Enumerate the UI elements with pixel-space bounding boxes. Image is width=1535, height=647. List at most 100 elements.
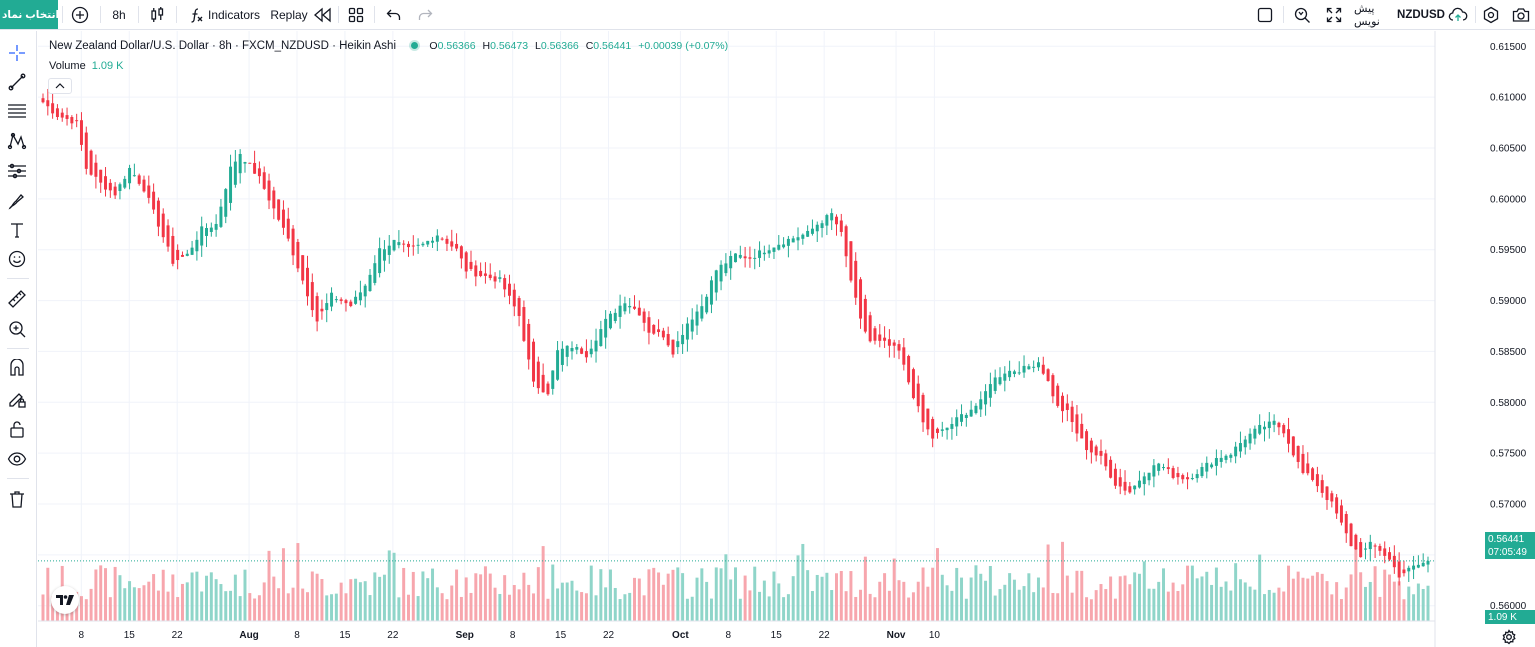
legend-title[interactable]: New Zealand Dollar/U.S. Dollar · 8h · FX… — [49, 40, 397, 52]
pattern-icon[interactable] — [5, 129, 29, 153]
symbol-title[interactable]: NZDUSD — [1397, 8, 1445, 21]
replay-rewind-icon[interactable] — [311, 0, 333, 29]
candle-body — [1008, 370, 1012, 378]
ruler-icon[interactable] — [5, 287, 29, 311]
replay-button[interactable]: Replay — [270, 7, 308, 22]
volume-bar — [253, 598, 257, 621]
snapshot-camera-icon[interactable] — [1510, 0, 1532, 29]
candle-body — [950, 423, 954, 429]
volume-bar — [642, 595, 646, 621]
trend-line-icon[interactable] — [5, 70, 29, 94]
candle-body — [180, 254, 184, 257]
trash-icon[interactable] — [5, 487, 29, 511]
candle-body — [94, 162, 98, 177]
expand-icon[interactable] — [1323, 0, 1345, 29]
undo-icon[interactable] — [383, 0, 405, 29]
collapse-legend-button[interactable] — [48, 78, 72, 94]
quick-search-icon[interactable] — [1291, 0, 1313, 29]
volume-bar — [1157, 581, 1161, 621]
candle-body — [156, 200, 160, 227]
volume-label: Volume — [49, 60, 86, 72]
cloud-upload-icon[interactable] — [1447, 0, 1469, 29]
crosshair-icon[interactable] — [5, 41, 29, 65]
volume-bar — [1089, 599, 1093, 621]
candle-body — [1128, 486, 1132, 493]
candle-body — [459, 246, 463, 259]
emoji-icon[interactable] — [5, 247, 29, 271]
volume-bar — [94, 569, 98, 621]
volume-bar — [1373, 566, 1377, 621]
candle-body — [748, 257, 752, 259]
price-series — [41, 88, 1430, 586]
brush-icon[interactable] — [5, 189, 29, 213]
candle-style-icon[interactable] — [146, 0, 168, 29]
eye-icon[interactable] — [5, 447, 29, 471]
volume-bar — [1263, 594, 1266, 621]
candle-body — [671, 339, 675, 355]
fib-icon[interactable] — [5, 99, 29, 123]
zoom-in-icon[interactable] — [5, 317, 29, 341]
candle-body — [1085, 431, 1089, 451]
candle-body — [1253, 428, 1257, 439]
redo-icon[interactable] — [414, 0, 436, 29]
volume-bar — [584, 593, 588, 621]
tradingview-logo[interactable] — [51, 586, 79, 614]
volume-bar — [1205, 571, 1209, 621]
volume-bar — [1291, 578, 1295, 621]
volume-bar — [1142, 561, 1146, 621]
lock-icon[interactable] — [5, 417, 29, 441]
candle-body — [892, 342, 896, 346]
volume-bar — [89, 588, 93, 621]
candle-body — [1137, 480, 1141, 488]
candle-body — [1426, 560, 1430, 565]
volume-bar — [1171, 582, 1175, 621]
compare-add-icon[interactable] — [68, 0, 92, 29]
candle-body — [988, 384, 992, 398]
volume-bar — [349, 579, 353, 621]
magnet-icon[interactable] — [5, 357, 29, 381]
candle-body — [979, 399, 983, 410]
volume-bar — [358, 582, 362, 621]
volume-bar — [911, 592, 915, 621]
chart-canvas[interactable]: 0.61500 0.61000 0.60500 0.60000 0.59500 0.590… — [38, 31, 1535, 647]
indicators-icon[interactable] — [186, 0, 206, 29]
indicators-button[interactable]: Indicators — [207, 7, 261, 22]
chart-area[interactable]: 0.61500 0.61000 0.60500 0.60000 0.59500 0.590… — [38, 31, 1535, 647]
candle-body — [786, 238, 790, 246]
candle-body — [738, 254, 742, 258]
toolbar-divider — [7, 348, 29, 349]
candle-body — [1287, 429, 1291, 444]
symbol-select-button[interactable]: انتخاب نماد — [0, 0, 58, 29]
candle-body — [253, 162, 257, 174]
volume-bar — [286, 593, 290, 621]
candle-body — [541, 374, 545, 393]
left-drawing-toolbar — [0, 31, 37, 647]
volume-bar — [695, 577, 699, 621]
volume-bar — [1402, 599, 1406, 621]
candle-body — [628, 305, 632, 308]
candle-body — [493, 276, 497, 282]
volume-bar — [1407, 586, 1411, 621]
layout-grid-icon[interactable] — [345, 0, 367, 29]
high-label: H — [482, 40, 491, 52]
volume-bar — [104, 568, 108, 621]
fullscreen-square-icon[interactable] — [1254, 0, 1276, 29]
projection-icon[interactable] — [5, 159, 29, 183]
volume-legend[interactable]: Volume 1.09 K — [49, 60, 124, 72]
interval-button[interactable]: 8h — [112, 7, 126, 22]
chart-settings-gear-icon[interactable] — [1501, 629, 1519, 647]
volume-bar — [464, 577, 468, 621]
volume-bar — [955, 567, 959, 621]
candle-body — [219, 206, 223, 227]
top-toolbar: انتخاب نماد 8h Indicators Replay — [0, 0, 1535, 30]
volume-bar — [661, 584, 665, 621]
lock-drawing-icon[interactable] — [5, 387, 29, 411]
volume-bar — [1253, 589, 1257, 621]
settings-icon[interactable] — [1480, 0, 1502, 29]
volume-bar — [1392, 581, 1396, 621]
volume-bar — [738, 598, 742, 621]
candle-body — [60, 112, 64, 118]
volume-bar — [132, 587, 136, 621]
candle-body — [613, 312, 617, 321]
text-icon[interactable] — [5, 218, 29, 242]
